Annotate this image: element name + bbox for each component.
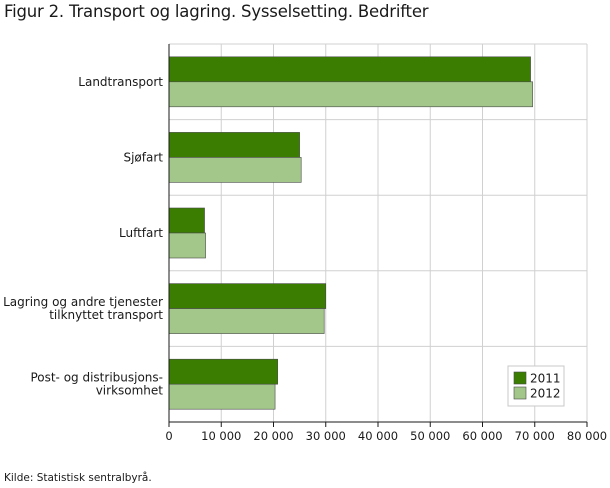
category-label-line: tilknyttet transport <box>49 308 163 322</box>
bar-2012-4 <box>168 383 276 410</box>
bar-2011-1 <box>168 132 300 158</box>
x-tick-label-5: 50 000 <box>410 429 450 443</box>
x-tick-label-0: 0 <box>165 429 172 443</box>
category-label-line: Lagring og andre tjenester <box>3 295 163 309</box>
bar-2011-2 <box>168 207 205 234</box>
bar-2011-3 <box>168 283 327 309</box>
chart-title: Figur 2. Transport og lagring. Sysselset… <box>4 2 429 21</box>
bar-2012-0 <box>168 81 533 108</box>
x-tick-label-1: 10 000 <box>201 429 241 443</box>
bar-2012-2 <box>168 232 206 259</box>
x-tick-label-8: 80 000 <box>567 429 607 443</box>
x-tick-label-7: 70 000 <box>515 429 555 443</box>
x-tick-label-4: 40 000 <box>358 429 398 443</box>
category-label-line: Sjøfart <box>123 150 163 164</box>
category-label-4: Post- og distribusjons-virksomhet <box>30 371 163 398</box>
source-note: Kilde: Statistisk sentralbyrå. <box>4 472 152 484</box>
x-tick-label-2: 20 000 <box>253 429 293 443</box>
legend-swatch-2012 <box>513 386 527 400</box>
category-label-0: Landtransport <box>78 75 163 89</box>
category-label-line: Landtransport <box>78 75 163 89</box>
x-tick-label-6: 60 000 <box>462 429 502 443</box>
bar-2011-4 <box>168 358 278 385</box>
x-tick-label-3: 30 000 <box>306 429 346 443</box>
category-label-1: Sjøfart <box>123 150 163 164</box>
bar-2012-3 <box>168 308 325 334</box>
bar-2011-0 <box>168 56 531 83</box>
bar-2012-1 <box>168 157 302 183</box>
category-label-line: virksomhet <box>96 384 164 398</box>
legend-label-2012: 2012 <box>530 387 561 401</box>
category-label-line: Post- og distribusjons- <box>30 371 163 385</box>
category-label-3: Lagring og andre tjenester tilknyttet tra… <box>3 295 163 322</box>
legend-label-2011: 2011 <box>530 372 561 386</box>
category-label-line: Luftfart <box>119 226 163 240</box>
category-label-2: Luftfart <box>119 226 163 240</box>
legend-swatch-2011 <box>513 371 527 385</box>
